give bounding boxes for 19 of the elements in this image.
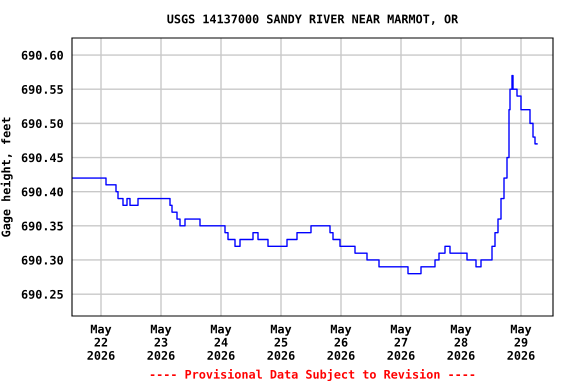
text: ---- Provisional Data Subject to Revision ---- xyxy=(150,368,474,382)
y-tick-label: 690.30 xyxy=(22,256,63,265)
y-tick-label: 690.60 xyxy=(22,50,63,60)
x-tick-label: May 29 2026 xyxy=(507,324,535,360)
x-tick-label: May 25 2026 xyxy=(267,324,295,360)
y-tick-label: 690.25 xyxy=(22,290,63,299)
y-tick-label: 690.50 xyxy=(22,119,63,128)
x-tick-label: May 28 2026 xyxy=(447,324,475,360)
x-tick-label: May 23 2026 xyxy=(147,324,175,360)
y-tick-label: 690.40 xyxy=(22,187,63,196)
x-tick-label: May 22 2026 xyxy=(87,324,115,360)
x-tick-label: May 27 2026 xyxy=(387,324,415,360)
chart-title: USGS 14137000 SANDY RIVER NEAR MARMOT, OR xyxy=(167,14,458,25)
x-tick-label: May 26 2026 xyxy=(327,324,355,360)
y-tick-label: 690.55 xyxy=(22,84,63,94)
y-tick-label: 690.35 xyxy=(22,222,63,231)
x-tick-label: May 24 2026 xyxy=(207,324,235,360)
y-tick-label: 690.45 xyxy=(22,153,63,162)
y-axis-title: Gage height, feet xyxy=(0,118,13,237)
